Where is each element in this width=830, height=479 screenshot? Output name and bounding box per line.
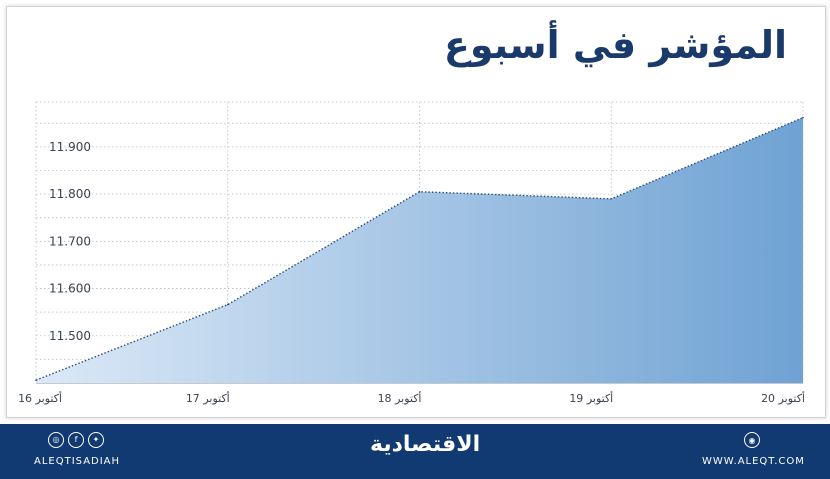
y-tick-label: 11.900	[49, 140, 91, 154]
x-tick-label: 16 أكتوبر	[18, 391, 62, 405]
social-handle[interactable]: ALEQTISADIAH	[34, 456, 121, 467]
globe-icon: ◉	[744, 432, 760, 448]
data-point	[610, 198, 613, 200]
area-chart: 11.500 11.600 11.700 11.800 11.900 16 أكتوبر…	[18, 101, 805, 405]
x-tick-label: 20 أكتوبر	[761, 391, 805, 405]
data-point	[226, 303, 229, 306]
data-point	[35, 379, 37, 381]
data-point	[418, 190, 421, 193]
data-point	[802, 116, 804, 119]
y-axis: 11.500 11.600 11.700 11.800 11.900	[49, 140, 91, 343]
y-tick-label: 11.500	[49, 329, 91, 343]
footer-bar: ◎ f ✦ ALEQTISADIAH الاقتصادية ◉ WWW.ALEQ…	[0, 424, 830, 479]
points	[35, 116, 804, 381]
website-link[interactable]: WWW.ALEQT.COM	[702, 456, 805, 467]
x-axis: 16 أكتوبر 17 أكتوبر 18 أكتوبر 19 أكتوبر 20 أ…	[18, 391, 805, 405]
x-tick-label: 18 أكتوبر	[378, 391, 422, 405]
social-icons: ◎ f ✦	[48, 432, 104, 448]
x-tick-label: 17 أكتوبر	[186, 391, 230, 405]
y-tick-label: 11.600	[49, 282, 91, 296]
chart-title: المؤشر في أسبوع	[443, 23, 787, 67]
series-line	[35, 116, 804, 381]
y-tick-label: 11.800	[49, 187, 91, 201]
y-tick-label: 11.700	[49, 234, 91, 248]
brand-logo: الاقتصادية	[370, 432, 481, 457]
facebook-icon[interactable]: f	[68, 432, 84, 448]
area-fill	[36, 117, 803, 384]
twitter-icon[interactable]: ✦	[88, 432, 104, 448]
x-tick-label: 19 أكتوبر	[569, 391, 613, 405]
instagram-icon[interactable]: ◎	[48, 432, 64, 448]
